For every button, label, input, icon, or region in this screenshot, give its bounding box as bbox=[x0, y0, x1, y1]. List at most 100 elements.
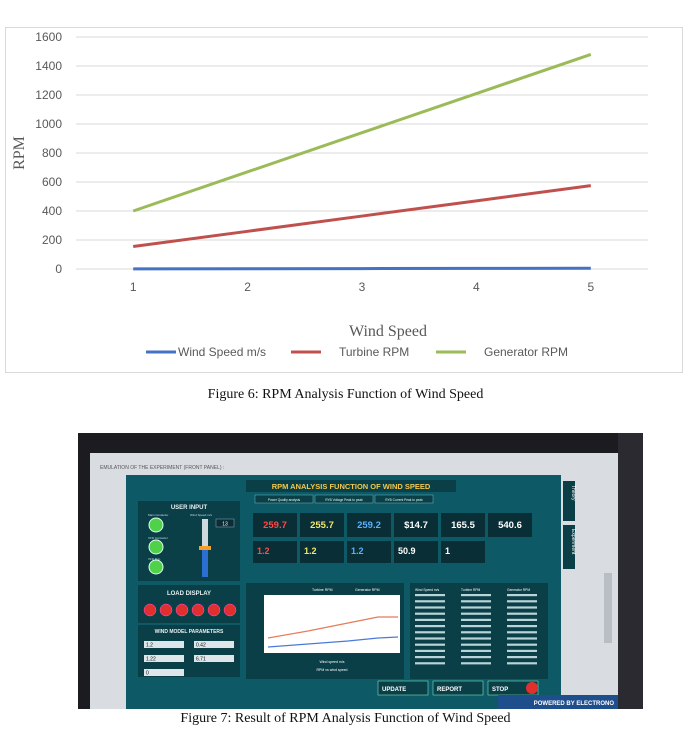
param-field bbox=[144, 655, 184, 662]
reading-value: 1.2 bbox=[351, 546, 364, 556]
plot-x-label: Wind speed m/s bbox=[319, 660, 344, 664]
panel-button-label: REPORT bbox=[437, 687, 462, 693]
rpm-chart: 0 200 400 600 800 1000 1200 1400 1600 1 2 3 4 5 RPM Win… bbox=[5, 27, 683, 373]
load-lamp bbox=[143, 603, 157, 617]
panel-tab-label: RYB Current Peak to peak bbox=[385, 498, 423, 502]
x-tick-label: 5 bbox=[587, 280, 594, 294]
wind-speed-value: 13 bbox=[222, 522, 228, 528]
panel-tab bbox=[374, 494, 434, 504]
reading-box bbox=[300, 541, 344, 563]
load-display-box bbox=[138, 585, 240, 623]
reading-value: $14.7 bbox=[404, 520, 428, 531]
reading-box bbox=[253, 541, 297, 563]
table-cell bbox=[461, 656, 491, 659]
plot-generator-line bbox=[267, 616, 398, 639]
panel-button-label: UPDATE bbox=[382, 687, 406, 693]
table-cell bbox=[507, 631, 537, 634]
panel-tab bbox=[254, 494, 314, 504]
figure-7-caption: Figure 7: Result of RPM Analysis Functio… bbox=[180, 711, 511, 726]
panel-tab bbox=[314, 494, 374, 504]
reading-box bbox=[253, 513, 297, 537]
table-cell bbox=[415, 594, 445, 597]
wind-slider-fill bbox=[202, 549, 208, 577]
wind-model-box bbox=[138, 625, 240, 677]
table-cell bbox=[507, 637, 537, 640]
wind-speed-box bbox=[215, 518, 235, 528]
table-cell bbox=[507, 656, 537, 659]
front-panel-svg: EMULATION OF THE EXPERIMENT (FRONT PANEL… bbox=[78, 433, 643, 709]
rpm-chart-svg: 0 200 400 600 800 1000 1200 1400 1600 1 2 3 4 5 RPM Win… bbox=[11, 30, 648, 359]
param-value: 1.22 bbox=[146, 657, 156, 663]
table-cell bbox=[415, 656, 445, 659]
load-display-title: LOAD DISPLAY bbox=[167, 591, 211, 597]
vfd-run-label: VFD Run bbox=[148, 557, 161, 561]
reading-box bbox=[441, 513, 485, 537]
reading-value: 540.6 bbox=[498, 520, 522, 531]
table-cell bbox=[461, 662, 491, 665]
panel-button bbox=[377, 680, 429, 696]
brand-label: POWERED BY ELECTRONO bbox=[534, 701, 615, 707]
param-value: 0.42 bbox=[196, 643, 206, 649]
panel-title: RPM ANALYSIS FUNCTION OF WIND SPEED bbox=[272, 482, 431, 491]
table-cell bbox=[507, 662, 537, 665]
vfd-contactor-label: VFD Contactor bbox=[148, 536, 168, 540]
y-tick-label: 200 bbox=[42, 233, 62, 247]
main-contactor-label: Main Contactor bbox=[148, 513, 168, 517]
table-cell bbox=[415, 618, 445, 621]
load-lamp bbox=[223, 603, 237, 617]
table-cell bbox=[507, 612, 537, 615]
table-cell bbox=[415, 606, 445, 609]
param-field bbox=[194, 655, 234, 662]
table-cell bbox=[415, 662, 445, 665]
load-lamp bbox=[191, 603, 205, 617]
side-tab bbox=[563, 525, 575, 569]
legend-label: Generator RPM bbox=[484, 345, 568, 359]
reading-value: 259.2 bbox=[357, 520, 381, 531]
indicator-led bbox=[148, 559, 164, 575]
reading-value: 259.7 bbox=[263, 520, 287, 531]
x-tick-label: 3 bbox=[359, 280, 366, 294]
table-header: Generator RPM bbox=[507, 588, 530, 592]
table-cell bbox=[507, 618, 537, 621]
reading-value: 50.9 bbox=[398, 546, 416, 556]
x-tick-label: 4 bbox=[473, 280, 480, 294]
panel-title-bar bbox=[246, 480, 456, 492]
table-cell bbox=[507, 643, 537, 646]
table-cell bbox=[461, 625, 491, 628]
table-cell bbox=[415, 612, 445, 615]
load-lamp bbox=[159, 603, 173, 617]
series-line bbox=[132, 52, 592, 213]
plot-turbine-line bbox=[267, 636, 399, 648]
plot-title: RPM vs wind speed bbox=[317, 668, 348, 672]
table-cell bbox=[507, 600, 537, 603]
reading-value: 1.2 bbox=[304, 546, 317, 556]
param-value: 6.71 bbox=[196, 657, 206, 663]
reading-box bbox=[441, 541, 485, 563]
table-cell bbox=[461, 618, 491, 621]
indicator-led bbox=[148, 539, 164, 555]
indicator-led bbox=[148, 517, 164, 533]
side-tab-label: Theory bbox=[570, 485, 576, 501]
legend-label: Turbine RPM bbox=[339, 345, 409, 359]
table-cell bbox=[461, 649, 491, 652]
reading-value: 165.5 bbox=[451, 520, 475, 531]
y-tick-label: 0 bbox=[55, 262, 62, 276]
table-cell bbox=[461, 600, 491, 603]
plot-legend-generator: Generator RPM bbox=[355, 588, 380, 592]
reading-box bbox=[347, 513, 391, 537]
series-line bbox=[133, 184, 591, 249]
param-value: 0 bbox=[146, 671, 149, 677]
panel-tab-label: Power Quality analysis bbox=[268, 498, 301, 502]
table-cell bbox=[507, 606, 537, 609]
y-tick-label: 400 bbox=[42, 204, 62, 218]
table-cell bbox=[461, 594, 491, 597]
x-tick-label: 1 bbox=[130, 280, 137, 294]
table-cell bbox=[415, 625, 445, 628]
reading-value: 255.7 bbox=[310, 520, 334, 531]
load-lamp bbox=[207, 603, 221, 617]
table-cell bbox=[507, 649, 537, 652]
table-cell bbox=[415, 649, 445, 652]
panel-button-label: STOP bbox=[492, 687, 508, 693]
reading-value: 1 bbox=[445, 546, 450, 556]
panel-tab-label: RYB Voltage Peak to peak bbox=[325, 498, 363, 502]
